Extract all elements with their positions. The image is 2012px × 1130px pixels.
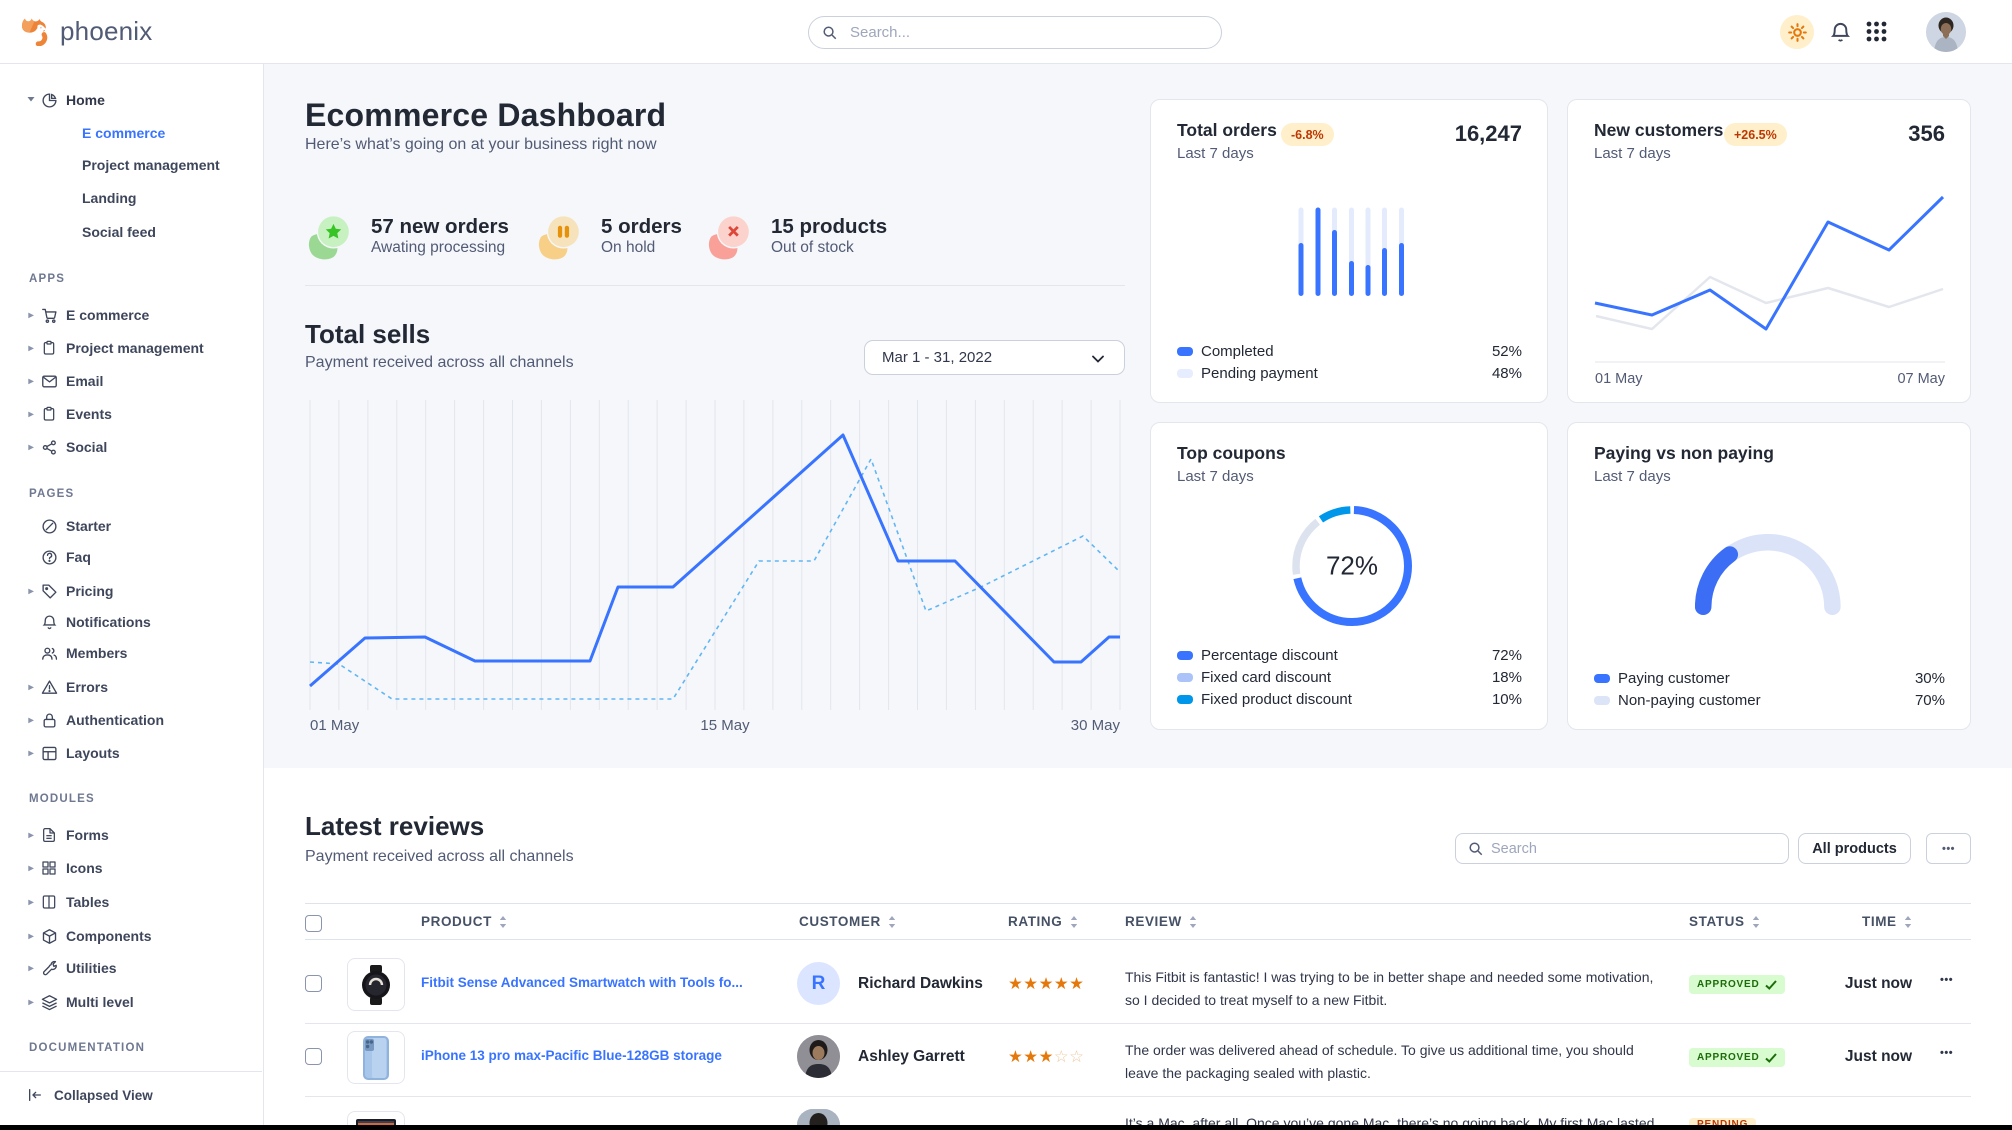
svg-text:01 May: 01 May [1595,371,1643,387]
svg-text:72%: 72% [1326,551,1378,581]
svg-text:30 May: 30 May [1071,717,1121,734]
svg-text:01 May: 01 May [310,717,360,734]
svg-text:15 May: 15 May [700,717,750,734]
svg-text:07 May: 07 May [1897,371,1945,387]
